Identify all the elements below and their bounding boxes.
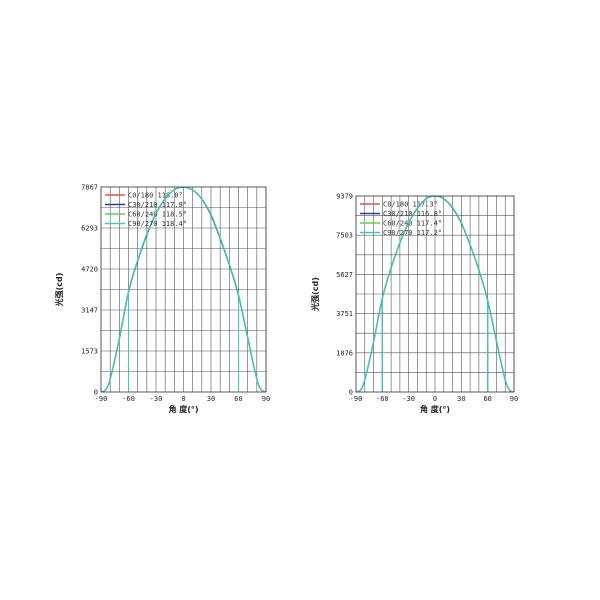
y-tick-label: 9379 [336,193,353,201]
x-tick-label: 30 [207,395,215,403]
x-tick-label: 0 [433,395,437,403]
x-tick-label: -90 [350,395,363,403]
chart-2: -90 -60 -30 0 30 60 90 0 1876 3751 5627 7503 9379 角 度… [310,193,518,415]
y-tick-label: 7503 [336,232,353,240]
y-tick-label: 3751 [336,310,353,318]
legend-entry: C0/180 118.0° [128,192,183,200]
x-tick-label: 90 [510,395,518,403]
y-tick-label: 1876 [336,349,353,357]
legend-entry: C90/270 117.2° [383,229,442,237]
legend-entry: C60/240 117.4° [383,220,442,228]
y-tick-label: 7867 [81,184,98,192]
y-axis-label: 光强(cd) [310,277,320,312]
legend-entry: C30/210 117.8° [128,201,187,209]
plot-frame [100,186,267,393]
y-tick-label: 3147 [81,306,98,314]
x-tick-label: -60 [122,395,135,403]
y-tick-label: 0 [94,389,98,397]
legend-entry: C60/240 118.5° [128,211,187,219]
y-tick-label: 6293 [81,225,98,233]
x-tick-label: -60 [376,395,389,403]
chart-1: -90 -60 -30 0 30 60 90 0 1573 3147 4720 6293 7867 角 度… [54,184,270,415]
legend-entry: C90/270 118.4° [128,220,187,228]
x-axis-label: 角 度(°) [420,404,450,414]
x-tick-label: -30 [402,395,415,403]
x-tick-label: 90 [262,395,270,403]
x-tick-label: -90 [95,395,108,403]
y-tick-label: 4720 [81,266,98,274]
y-tick-label: 5627 [336,271,353,279]
x-tick-label: -30 [150,395,163,403]
x-tick-label: 60 [483,395,491,403]
legend-entry: C0/180 117.3° [383,201,438,209]
x-axis-label: 角 度(°) [168,404,198,414]
y-tick-label: 1573 [81,348,98,356]
x-tick-label: 60 [234,395,242,403]
legend-entry: C30/210 116.8° [383,210,442,218]
plot-frame [355,195,515,393]
y-tick-label: 0 [349,389,353,397]
x-tick-label: 0 [181,395,185,403]
x-tick-label: 30 [457,395,465,403]
y-axis-label: 光强(cd) [54,273,64,308]
